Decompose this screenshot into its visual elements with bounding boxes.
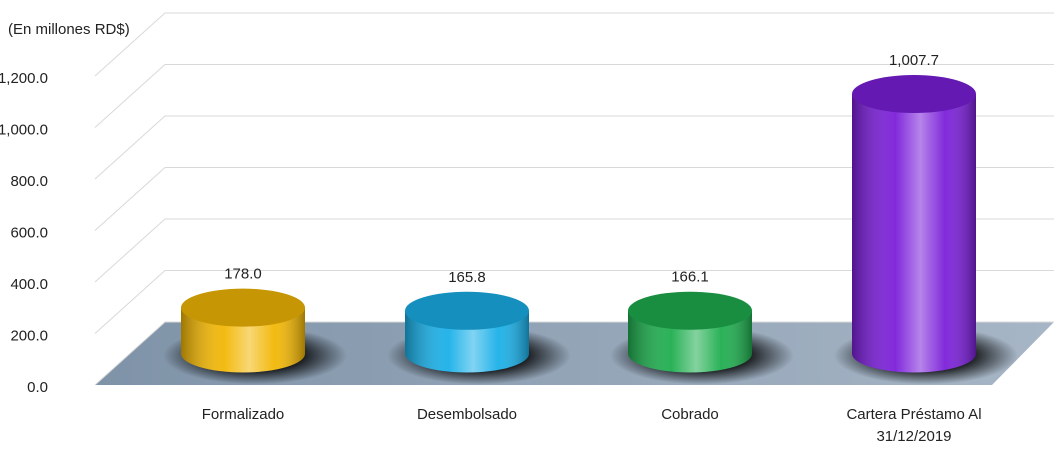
x-tick-label: Formalizado — [201, 406, 285, 423]
data-label: 165.8 — [448, 269, 486, 286]
x-tick-label: Desembolsado — [416, 406, 518, 423]
bar-top — [628, 291, 752, 330]
y-tick-label: 800.0 — [10, 173, 48, 190]
grid-line — [94, 12, 1054, 77]
bar-top-shade — [181, 288, 305, 327]
grid-line — [94, 64, 1054, 128]
y-tick-label: 0.0 — [27, 379, 48, 396]
grid-line — [94, 270, 1054, 334]
data-label: 1,007.7 — [889, 52, 939, 69]
bar-top — [405, 291, 529, 330]
grid-line — [94, 167, 1054, 231]
subtitle: (En millones RD$) — [8, 21, 130, 38]
grid-line — [94, 115, 1054, 180]
y-tick-label: 600.0 — [10, 224, 48, 241]
grid-line — [94, 321, 1054, 386]
y-tick-label: 400.0 — [10, 276, 48, 293]
bar-top-shade — [852, 75, 976, 114]
data-label: 178.0 — [224, 266, 262, 283]
grid-line — [94, 218, 1054, 283]
y-tick-label: 1,200.0 — [0, 70, 48, 87]
bar-top — [852, 75, 976, 114]
bar-body-shine — [852, 94, 976, 354]
x-tick-label: Cartera Préstamo Al 31/12/2019 — [846, 406, 982, 445]
bar-top-shade — [405, 291, 529, 330]
x-tick-label: Cobrado — [661, 406, 719, 423]
data-label: 166.1 — [671, 269, 709, 286]
y-tick-label: 1,000.0 — [0, 121, 48, 138]
y-tick-label: 200.0 — [10, 327, 48, 344]
bar-top-shade — [628, 291, 752, 330]
bar-top — [181, 288, 305, 327]
